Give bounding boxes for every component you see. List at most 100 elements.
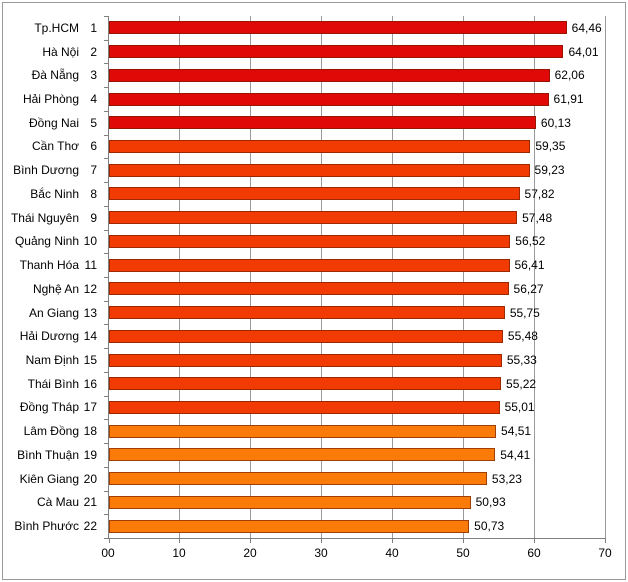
y-axis-tick — [104, 40, 108, 41]
bar — [109, 448, 496, 462]
y-axis-tick — [104, 111, 108, 112]
rank-label: 7 — [90, 163, 97, 178]
bar-row: 53,23 — [109, 467, 628, 491]
x-axis-tick-label: 20 — [243, 546, 257, 560]
plot-area: 64,46 64,01 62,06 61,91 60,13 59,35 59,2… — [104, 16, 606, 543]
category-label: Lâm Đồng — [23, 424, 79, 439]
value-label: 56,27 — [513, 281, 544, 296]
bar-row: 64,01 — [109, 40, 628, 64]
category-label: Cần Thơ — [31, 139, 79, 154]
bar-row: 55,01 — [109, 396, 628, 420]
value-label: 55,22 — [506, 376, 537, 391]
y-axis-tick — [104, 182, 108, 183]
category-row: An Giang 13 — [0, 301, 97, 325]
x-axis-tick-label: 10 — [172, 546, 186, 560]
category-row: Bắc Ninh 8 — [0, 182, 97, 206]
value-label: 64,46 — [571, 20, 602, 35]
bar — [109, 187, 520, 201]
bar-row: 64,46 — [109, 16, 628, 40]
gridline — [179, 16, 180, 538]
rank-label: 9 — [90, 210, 97, 225]
y-axis-tick — [104, 372, 108, 373]
x-axis-tick — [250, 539, 251, 543]
y-axis-tick — [104, 16, 108, 17]
rank-label: 17 — [83, 400, 97, 415]
category-label: Thanh Hóa — [19, 258, 79, 273]
gridline — [463, 16, 464, 538]
category-row: Thái Nguyên 9 — [0, 206, 97, 230]
rank-label: 13 — [83, 305, 97, 320]
value-label: 53,23 — [491, 471, 522, 486]
y-axis-tick — [104, 491, 108, 492]
category-label: Bình Phước — [14, 519, 79, 534]
category-row: Hải Phòng 4 — [0, 87, 97, 111]
x-axis-tick-label: 70 — [598, 546, 612, 560]
category-label: Thái Bình — [27, 376, 79, 391]
category-row: Thái Bình 16 — [0, 372, 97, 396]
bar-row: 59,35 — [109, 135, 628, 159]
value-label: 50,73 — [474, 519, 505, 534]
x-axis-tick — [321, 539, 322, 543]
rank-label: 20 — [83, 471, 97, 486]
x-axis-tick — [534, 539, 535, 543]
bar — [109, 424, 497, 438]
bar — [109, 45, 564, 59]
value-label: 59,35 — [535, 139, 566, 154]
category-label: Hải Phòng — [22, 92, 79, 107]
gridline — [321, 16, 322, 538]
rank-label: 2 — [90, 44, 97, 59]
value-label: 55,01 — [504, 400, 535, 415]
value-label: 64,01 — [568, 44, 599, 59]
y-axis-tick — [104, 419, 108, 420]
y-axis-tick — [104, 396, 108, 397]
value-label: 57,48 — [522, 210, 553, 225]
category-label: Cà Mau — [36, 495, 79, 510]
x-axis-tick-label: 00 — [101, 546, 115, 560]
rank-label: 18 — [83, 424, 97, 439]
category-row: Nam Định 15 — [0, 348, 97, 372]
x-axis-tick — [179, 539, 180, 543]
bar-row: 56,52 — [109, 230, 628, 254]
category-row: Bình Phước 22 — [0, 514, 97, 538]
category-label: Bắc Ninh — [30, 186, 79, 201]
value-label: 55,75 — [509, 305, 540, 320]
x-axis-tick-label: 30 — [314, 546, 328, 560]
value-label: 55,48 — [507, 329, 538, 344]
bar — [109, 68, 550, 82]
value-label: 56,52 — [515, 234, 546, 249]
category-label: Tp.HCM — [34, 20, 79, 35]
category-row: Thanh Hóa 11 — [0, 253, 97, 277]
bar — [109, 139, 531, 153]
category-row: Lâm Đồng 18 — [0, 419, 97, 443]
bar-row: 55,48 — [109, 324, 628, 348]
value-label: 59,23 — [534, 163, 565, 178]
category-row: Cần Thơ 6 — [0, 135, 97, 159]
category-label: Nam Định — [25, 353, 79, 368]
bar — [109, 211, 518, 225]
bar-row: 56,41 — [109, 253, 628, 277]
value-label: 55,33 — [506, 353, 537, 368]
rank-label: 16 — [83, 376, 97, 391]
bar-row: 54,41 — [109, 443, 628, 467]
rank-label: 6 — [90, 139, 97, 154]
bar-row: 55,75 — [109, 301, 628, 325]
y-axis-tick — [104, 63, 108, 64]
bar — [109, 92, 549, 106]
rank-label: 22 — [83, 519, 97, 534]
rank-label: 3 — [90, 68, 97, 83]
y-axis-tick — [104, 158, 108, 159]
x-axis-tick-label: 60 — [527, 546, 541, 560]
value-label: 54,51 — [501, 424, 532, 439]
gridline — [534, 16, 535, 538]
category-row: Nghệ An 12 — [0, 277, 97, 301]
y-axis-tick — [104, 324, 108, 325]
rank-label: 14 — [83, 329, 97, 344]
category-row: Hải Dương 14 — [0, 324, 97, 348]
category-row: Đà Nẵng 3 — [0, 63, 97, 87]
value-label: 60,13 — [540, 115, 571, 130]
category-label: Thái Nguyên — [10, 210, 79, 225]
x-axis-tick-label: 50 — [456, 546, 470, 560]
rank-label: 8 — [90, 186, 97, 201]
bar — [109, 116, 536, 130]
gridline — [605, 16, 606, 538]
